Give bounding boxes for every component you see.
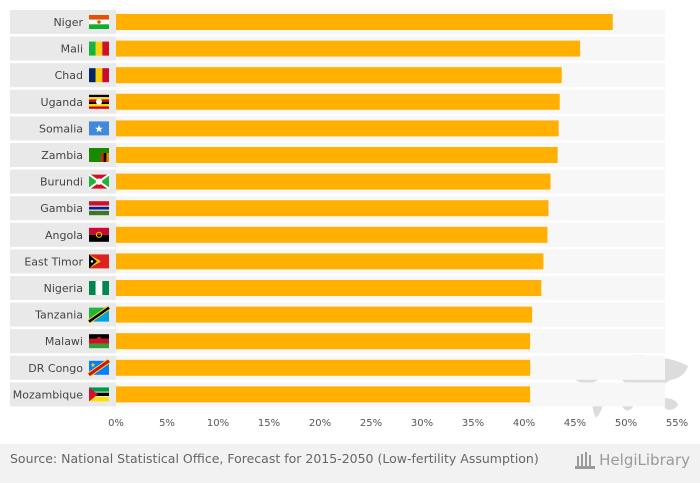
x-tick-label: 10% [207, 418, 229, 429]
bar-nigeria[interactable] [116, 280, 542, 296]
somalia-flag-icon [89, 121, 109, 136]
brand-name: HelgiLibrary [599, 451, 690, 469]
tanzania-flag-icon [87, 305, 111, 324]
category-label: DR Congo [28, 362, 83, 375]
x-tick-label: 25% [360, 418, 382, 429]
library-columns-icon [575, 452, 596, 469]
bar-chad[interactable] [116, 67, 562, 84]
mali-flag-icon [89, 41, 109, 56]
dr-congo-flag-icon [87, 358, 111, 377]
zambia-flag-icon [89, 148, 109, 162]
x-tick-label: 5% [159, 418, 175, 429]
bar-gambia[interactable] [116, 200, 549, 217]
category-label: Burundi [40, 176, 83, 189]
east-timor-flag-icon [89, 254, 109, 269]
malawi-flag-icon [89, 334, 109, 349]
niger-flag-icon [89, 15, 109, 29]
category-label: Chad [55, 69, 83, 82]
x-tick-label: 30% [411, 418, 433, 429]
bar-dr-congo[interactable] [116, 359, 531, 376]
category-label: Somalia [39, 122, 83, 135]
x-tick-label: 45% [564, 418, 586, 429]
category-label: Niger [53, 16, 83, 29]
category-label: Mali [61, 43, 83, 56]
category-label: Zambia [41, 149, 83, 162]
bar-tanzania[interactable] [116, 306, 533, 323]
footer-bar [0, 444, 700, 483]
bar-burundi[interactable] [116, 173, 551, 190]
gambia-flag-icon [89, 201, 109, 216]
x-tick-label: 35% [462, 418, 484, 429]
angola-flag-icon [89, 227, 109, 242]
bar-somalia[interactable] [116, 120, 559, 137]
bar-mali[interactable] [116, 40, 581, 57]
x-tick-label: 55% [666, 418, 688, 429]
category-label: East Timor [24, 255, 83, 268]
x-tick-label: 40% [513, 418, 535, 429]
x-tick-label: 50% [615, 418, 637, 429]
x-tick-label: 20% [309, 418, 331, 429]
category-label: Tanzania [34, 309, 83, 322]
nigeria-flag-icon [89, 281, 109, 295]
bar-niger[interactable] [116, 14, 613, 30]
bar-mozambique[interactable] [116, 386, 531, 403]
bar-chart: Niger Mali Chad Uganda Somalia Zambia Burundi G… [10, 10, 688, 429]
uganda-flag-icon [89, 94, 109, 109]
x-tick-label: 15% [258, 418, 280, 429]
brand-logo[interactable]: HelgiLibrary [575, 449, 690, 471]
source-note: Source: National Statistical Office, For… [10, 451, 539, 466]
category-label: Angola [45, 229, 83, 242]
bar-east-timor[interactable] [116, 253, 544, 270]
burundi-flag-icon [88, 173, 110, 190]
bar-angola[interactable] [116, 226, 548, 243]
category-label: Malawi [45, 335, 83, 348]
category-label: Nigeria [44, 282, 83, 295]
x-tick-label: 0% [108, 418, 124, 429]
bar-zambia[interactable] [116, 147, 558, 163]
chad-flag-icon [89, 68, 109, 83]
category-label: Gambia [40, 202, 83, 215]
bar-uganda[interactable] [116, 93, 560, 110]
mozambique-flag-icon [89, 387, 109, 402]
category-label: Uganda [41, 96, 83, 109]
bar-malawi[interactable] [116, 333, 531, 350]
category-label: Mozambique [13, 388, 83, 401]
